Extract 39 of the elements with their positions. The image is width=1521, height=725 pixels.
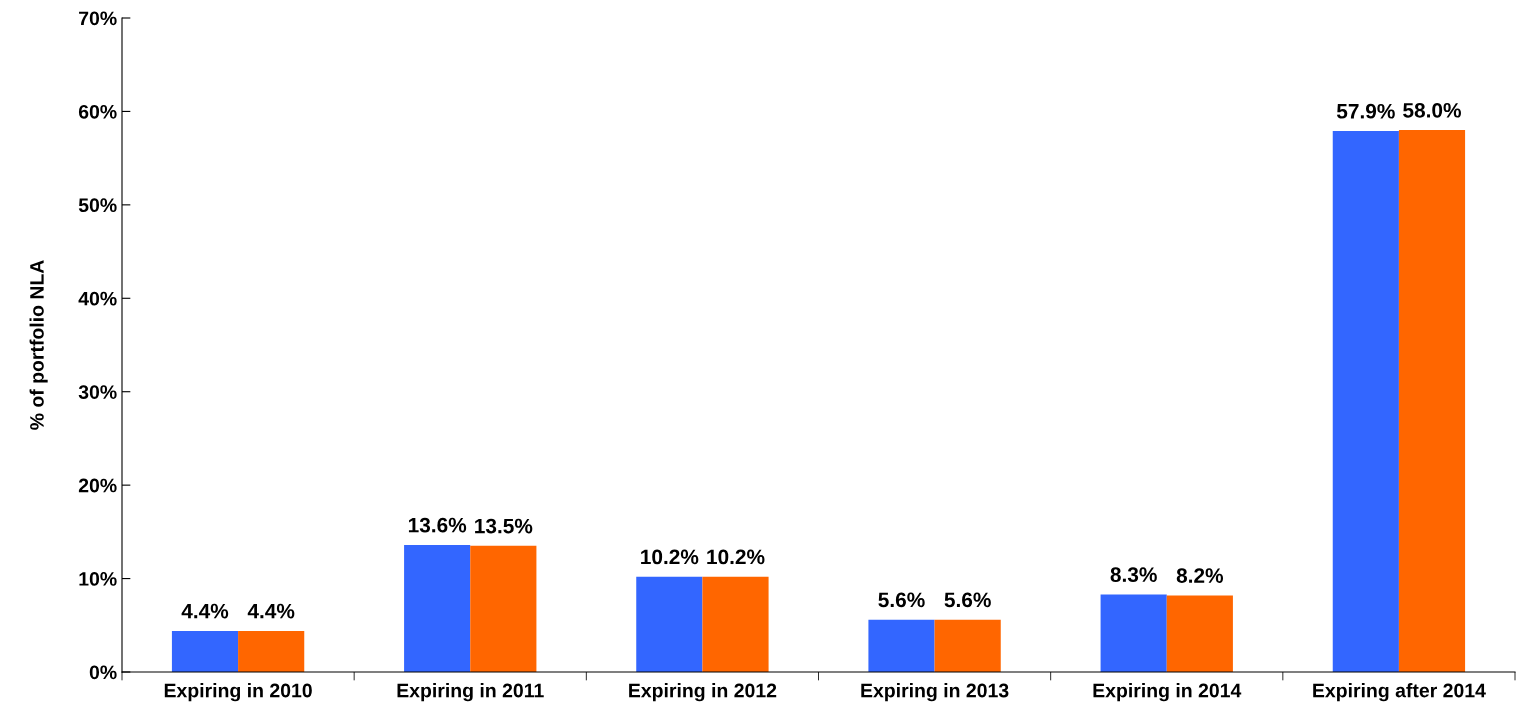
y-tick-label: 10% xyxy=(79,572,117,586)
bar xyxy=(470,545,537,672)
data-label: 13.5% xyxy=(475,518,533,534)
bar xyxy=(171,630,239,672)
data-label: 4.4% xyxy=(247,603,295,619)
x-tick-label: Expiring in 2013 xyxy=(861,683,1009,702)
y-tick-label: 0% xyxy=(89,665,117,680)
y-tick-label: 20% xyxy=(78,478,117,493)
y-tick-label: 30% xyxy=(78,385,117,399)
y-axis-title: % of portfolio NLA xyxy=(29,260,48,430)
y-tick-label: 60% xyxy=(78,104,117,119)
bar xyxy=(934,619,1001,672)
data-label: 5.6% xyxy=(944,592,991,608)
data-label: 5.6% xyxy=(878,592,925,608)
data-label: 58.0% xyxy=(1403,102,1461,118)
bar xyxy=(404,544,471,672)
data-label: 8.3% xyxy=(1110,567,1157,583)
y-tick-label: 40% xyxy=(78,291,117,306)
bar xyxy=(702,576,769,672)
data-label: 8.2% xyxy=(1176,568,1224,583)
x-tick-label: Expiring in 2014 xyxy=(1093,683,1242,702)
bar xyxy=(1100,594,1167,672)
x-tick-label: Expiring in 2012 xyxy=(629,683,777,702)
x-tick-label: Expiring after 2014 xyxy=(1313,683,1486,702)
bar xyxy=(238,630,305,672)
data-label: 10.2% xyxy=(641,549,699,565)
data-label: 4.4% xyxy=(181,603,229,619)
bar xyxy=(636,576,703,672)
y-tick-label: 70% xyxy=(79,11,117,26)
bar xyxy=(1332,131,1399,672)
x-tick-label: Expiring in 2011 xyxy=(397,683,544,702)
bar xyxy=(868,619,935,672)
data-label: 10.2% xyxy=(707,549,765,565)
y-tick-label: 50% xyxy=(78,198,117,213)
data-label: 57.9% xyxy=(1336,103,1395,119)
x-tick-label: Expiring in 2010 xyxy=(164,683,312,702)
bar xyxy=(1398,130,1466,672)
data-label: 13.6% xyxy=(408,517,467,533)
bar xyxy=(1166,595,1233,672)
